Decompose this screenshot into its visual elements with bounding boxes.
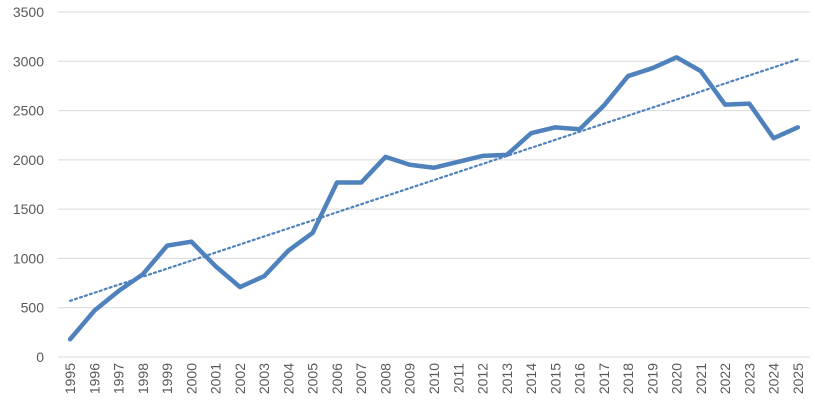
- x-tick-label-2015: 2015: [547, 363, 563, 394]
- y-tick-label-1500: 1500: [13, 201, 44, 217]
- x-tick-label-1995: 1995: [62, 363, 78, 394]
- x-tick-label-2020: 2020: [669, 363, 685, 394]
- y-tick-label-1000: 1000: [13, 250, 44, 266]
- series-line-0: [67, 55, 801, 342]
- y-axis-tick-labels: 0 500 1000 1500 2000 2500 3000 3500: [13, 4, 44, 365]
- x-tick-label-2016: 2016: [572, 363, 588, 394]
- x-tick-label-1998: 1998: [135, 363, 151, 394]
- x-tick-label-2021: 2021: [693, 363, 709, 394]
- x-tick-label-2007: 2007: [353, 363, 369, 394]
- y-tick-label-500: 500: [21, 300, 45, 316]
- x-tick-label-2006: 2006: [329, 363, 345, 394]
- x-tick-label-2003: 2003: [256, 363, 272, 394]
- x-tick-label-2005: 2005: [305, 363, 321, 394]
- x-tick-label-2013: 2013: [499, 363, 515, 394]
- x-tick-label-1996: 1996: [86, 363, 102, 394]
- x-tick-label-2000: 2000: [183, 363, 199, 394]
- y-tick-label-3500: 3500: [13, 4, 44, 20]
- trendline: [69, 58, 799, 302]
- x-tick-label-2008: 2008: [377, 363, 393, 394]
- x-tick-label-2024: 2024: [766, 363, 782, 394]
- gridlines: [58, 11, 810, 358]
- y-tick-label-2000: 2000: [13, 152, 44, 168]
- y-tick-label-0: 0: [36, 349, 44, 365]
- x-tick-label-2023: 2023: [741, 363, 757, 394]
- x-tick-label-1997: 1997: [111, 363, 127, 394]
- x-tick-label-2017: 2017: [596, 363, 612, 394]
- x-tick-label-2009: 2009: [402, 363, 418, 394]
- x-tick-label-2014: 2014: [523, 363, 539, 394]
- x-tick-label-2019: 2019: [644, 363, 660, 394]
- x-tick-label-2018: 2018: [620, 363, 636, 394]
- trendline-dotted: [69, 58, 799, 302]
- y-tick-label-3000: 3000: [13, 53, 44, 69]
- x-tick-label-2002: 2002: [232, 363, 248, 394]
- y-tick-label-2500: 2500: [13, 103, 44, 119]
- x-tick-label-2012: 2012: [475, 363, 491, 394]
- data-series: [67, 55, 801, 342]
- x-tick-label-2022: 2022: [717, 363, 733, 394]
- x-tick-label-2025: 2025: [790, 363, 806, 394]
- x-axis-tick-labels: 1995 1996 1997 1998 1999 2000 2001 2002 2003 2004…: [62, 363, 806, 394]
- x-tick-label-2001: 2001: [208, 363, 224, 394]
- x-tick-label-2010: 2010: [426, 363, 442, 394]
- x-tick-label-1999: 1999: [159, 363, 175, 394]
- x-tick-label-2004: 2004: [280, 363, 296, 394]
- x-tick-label-2011: 2011: [450, 363, 466, 393]
